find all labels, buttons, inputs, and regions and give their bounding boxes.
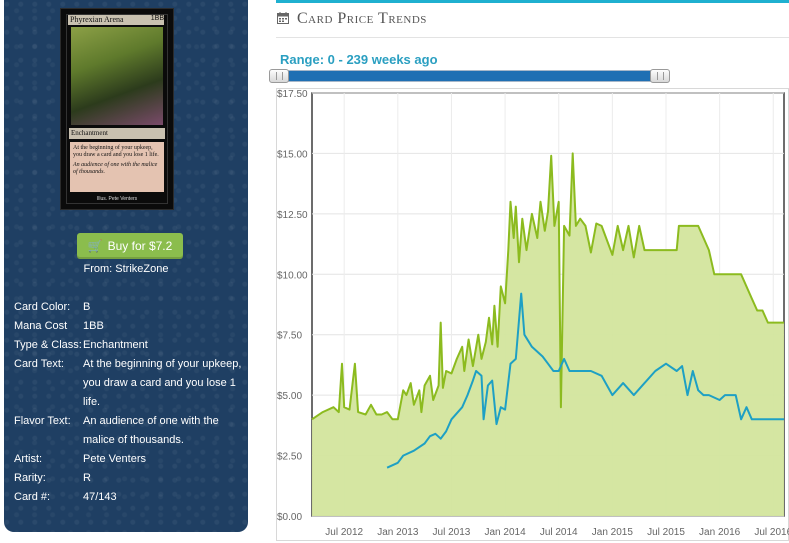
card-image-textbox: At the beginning of your upkeep, you dra… [70,142,164,192]
range-slider-start-handle[interactable] [269,69,289,83]
attribute-row: Card Text: At the beginning of your upkee… [14,355,246,412]
y-tick-label: $17.50 [277,89,308,100]
range-slider-track[interactable] [272,70,670,82]
attribute-row: Rarity: R [14,469,246,488]
card-image-rules-text: At the beginning of your upkeep, you dra… [73,145,159,158]
attribute-value: An audience of one with the malice of th… [83,415,219,446]
attribute-label: Flavor Text: [14,415,71,427]
card-image-name: Phyrexian Arena [68,15,164,25]
range-slider-end-handle[interactable] [650,69,670,83]
attribute-label: Type & Class: [14,339,82,351]
card-image-flavor-text: An audience of one with the malice of th… [73,162,158,175]
card-frame [66,14,168,204]
attribute-value: R [83,472,91,484]
card-detail-panel: Phyrexian Arena 1BB Enchantment At the b… [4,0,248,532]
attribute-label: Card #: [14,491,51,503]
header-divider [276,37,789,38]
attribute-row: Mana Cost 1BB [14,317,246,336]
x-tick-label: Jan 2014 [485,527,527,538]
shopping-cart-icon: 🛒 [87,239,103,253]
calendar-icon [277,12,289,24]
series-line [311,152,784,421]
series-area [312,153,784,516]
attribute-value: 1BB [83,320,104,332]
attribute-row: Artist: Pete Venters [14,450,246,469]
attribute-label: Card Color: [14,301,71,313]
x-tick-label: Jul 2014 [540,527,578,538]
card-artwork [71,27,163,125]
attribute-value: 47/143 [83,491,117,503]
y-tick-label: $2.50 [277,452,302,463]
buy-button-label: Buy for $7.2 [107,239,173,253]
attribute-row: Card #: 47/143 [14,488,246,507]
attribute-row: Flavor Text: An audience of one with the … [14,412,246,450]
y-tick-label: $5.00 [277,391,302,402]
attribute-value: At the beginning of your upkeep, you dra… [83,358,242,408]
attribute-row: Card Color: B [14,298,246,317]
card-image-type: Enchantment [69,128,165,139]
section-title: Card Price Trends [277,10,427,28]
attribute-label: Artist: [14,453,43,465]
x-tick-label: Jan 2016 [699,527,741,538]
attribute-value: Pete Venters [83,453,146,465]
store-source: From: StrikeZone [83,263,169,275]
x-tick-label: Jan 2013 [377,527,419,538]
y-tick-label: $15.00 [277,149,308,160]
x-tick-label: Jan 2015 [592,527,634,538]
x-tick-label: Jul 2012 [325,527,363,538]
x-tick-label: Jul 2015 [647,527,685,538]
attribute-label: Card Text: [14,358,64,370]
card-image[interactable]: Phyrexian Arena 1BB Enchantment At the b… [60,8,174,210]
range-label: Range: 0 - 239 weeks ago [280,52,438,67]
x-tick-label: Jul 2013 [433,527,471,538]
attribute-value: B [83,301,91,313]
x-tick-label: Jul 2016 [754,527,789,538]
price-trend-chart: $0.00 $2.50 $5.00 $7.50 $10.00 $12.50 $15.00 $1… [277,89,789,538]
attribute-row: Type & Class: Enchantment [14,336,246,355]
attribute-value: Enchantment [83,339,148,351]
buy-button[interactable]: 🛒 Buy for $7.2 [77,233,183,259]
card-image-artist: Illus. Pete Venters [96,196,138,202]
y-tick-label: $7.50 [277,331,302,342]
y-tick-label: $12.50 [277,210,308,221]
accent-rule [276,0,789,3]
card-image-cost: 1BB [150,15,164,22]
attribute-label: Rarity: [14,472,46,484]
y-tick-label: $10.00 [277,270,308,281]
section-title-text: Card Price Trends [297,10,427,27]
series-line [386,292,784,469]
y-tick-label: $0.00 [277,512,302,523]
attribute-label: Mana Cost [14,320,68,332]
